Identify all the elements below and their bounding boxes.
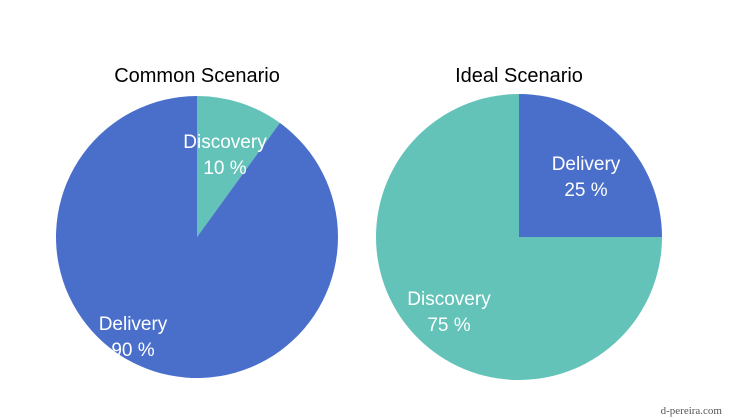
slice-name-label: Discovery — [407, 289, 491, 310]
common-scenario-chart: Common Scenario Discovery 10 % Delivery 90 … — [55, 65, 338, 378]
slice-name-label: Delivery — [99, 314, 168, 335]
pie-slice-delivery — [55, 95, 338, 378]
slice-value-label: 75 % — [427, 315, 470, 336]
ideal-scenario-title: Ideal Scenario — [455, 65, 583, 87]
slice-value-label: 25 % — [564, 180, 607, 201]
slice-name-label: Delivery — [552, 154, 621, 175]
pie-slice-discovery — [376, 94, 662, 380]
pie-slice-discovery — [197, 96, 280, 237]
watermark: d-pereira.com — [660, 405, 722, 417]
slice-value-label: 90 % — [111, 340, 154, 361]
slice-value-label: 10 % — [203, 158, 246, 179]
slice-name-label: Discovery — [183, 132, 267, 153]
pie-slice-delivery — [519, 94, 662, 237]
common-scenario-title: Common Scenario — [114, 65, 280, 87]
ideal-scenario-chart: Ideal Scenario Delivery 25 % Discovery 75 % — [376, 65, 662, 380]
